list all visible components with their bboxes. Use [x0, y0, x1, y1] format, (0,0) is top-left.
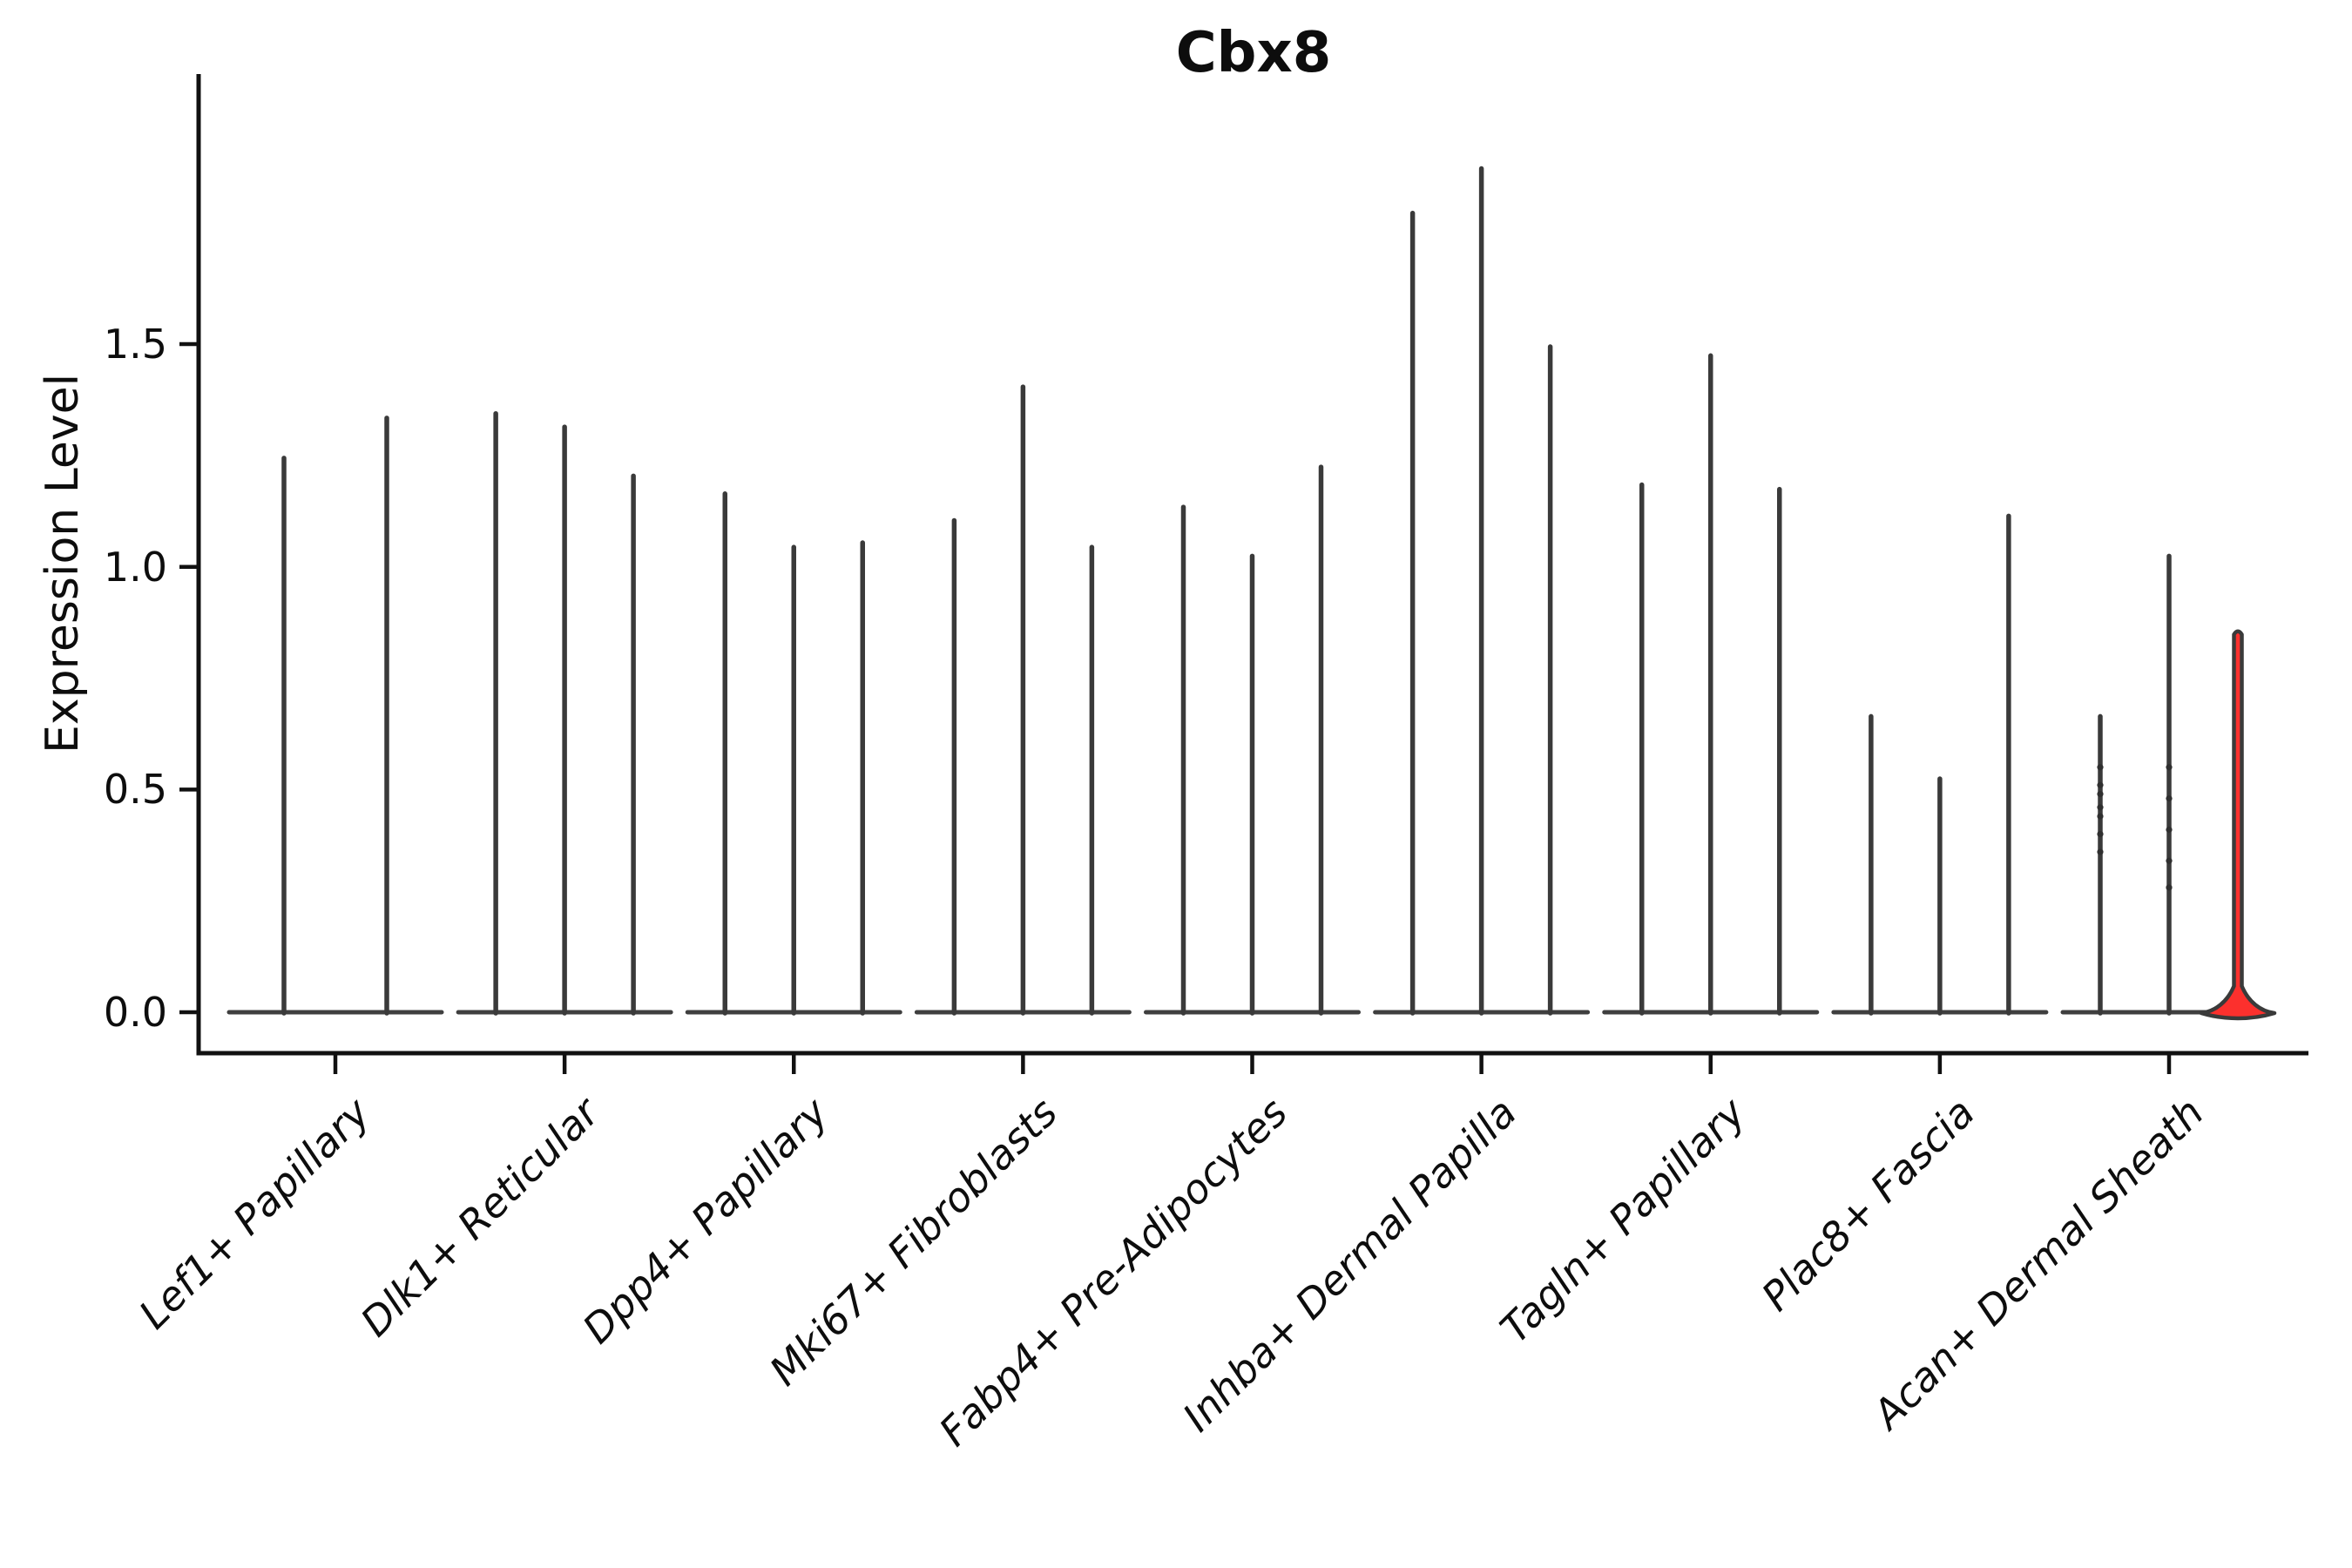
jitter-dot — [2097, 781, 2104, 788]
jitter-dot — [2097, 830, 2104, 838]
jitter-dot — [2097, 790, 2104, 798]
jitter-dot — [2097, 813, 2104, 820]
jitter-dot — [2166, 857, 2173, 864]
plot-title: Cbx8 — [1175, 21, 1332, 85]
highlighted-violin — [2199, 629, 2277, 1021]
y-tick-label: 0.0 — [103, 989, 167, 1036]
y-tick-label: 1.5 — [103, 321, 167, 368]
jitter-dot — [2166, 764, 2173, 771]
jitter-dot — [2166, 794, 2173, 802]
jitter-dot — [2097, 804, 2104, 811]
y-tick-label: 1.0 — [103, 543, 167, 591]
jitter-dot — [2166, 884, 2173, 891]
jitter-dot — [2166, 826, 2173, 833]
jitter-dot — [2097, 848, 2104, 855]
jitter-dot — [2097, 764, 2104, 771]
y-tick-label: 0.5 — [103, 766, 167, 814]
